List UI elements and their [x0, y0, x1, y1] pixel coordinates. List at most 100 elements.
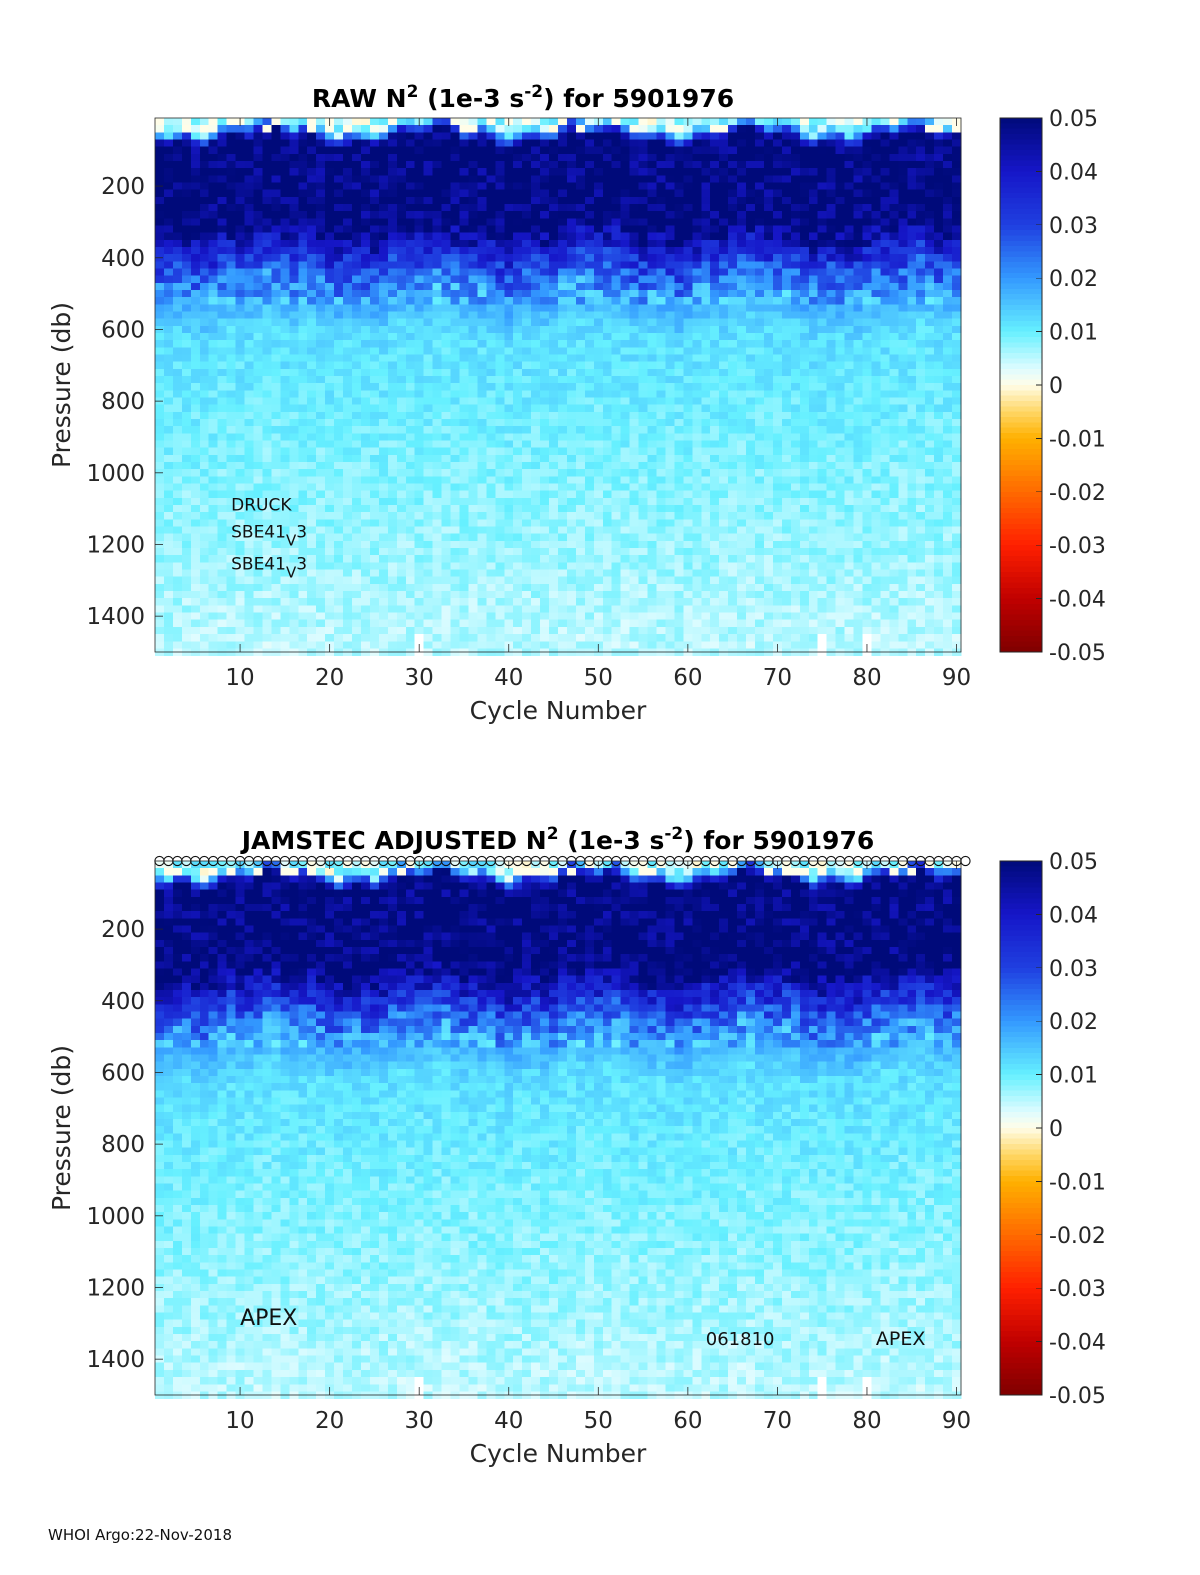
heatmap-cell: [244, 239, 255, 248]
heatmap-cell: [504, 304, 514, 313]
heatmap-cell: [719, 211, 729, 219]
heatmap-cell: [172, 218, 183, 227]
heatmap-cell: [513, 139, 523, 148]
heatmap-cell: [602, 204, 613, 212]
heatmap-cell: [746, 318, 756, 327]
heatmap-cell: [235, 612, 246, 621]
heatmap-cell: [163, 569, 174, 578]
heatmap-cell: [190, 161, 201, 169]
heatmap-cell: [387, 454, 398, 463]
heatmap-cell: [584, 146, 595, 155]
heatmap-cell: [549, 354, 559, 363]
heatmap-cell: [208, 512, 219, 520]
heatmap-cell: [181, 153, 192, 162]
heatmap-cell: [289, 340, 299, 348]
heatmap-cell: [450, 196, 461, 205]
heatmap-cell: [387, 433, 398, 442]
heatmap-cell: [217, 404, 228, 413]
heatmap-cell: [280, 591, 290, 599]
heatmap-cell: [208, 447, 219, 456]
heatmap-cell: [549, 605, 559, 614]
heatmap-cell: [262, 598, 273, 607]
heatmap-cell: [602, 605, 613, 614]
heatmap-cell: [181, 598, 192, 607]
heatmap-cell: [531, 490, 541, 499]
heatmap-cell: [459, 218, 470, 227]
heatmap-cell: [280, 454, 290, 463]
heatmap-cell: [692, 598, 702, 607]
heatmap-cell: [208, 454, 219, 463]
heatmap-cell: [387, 605, 398, 614]
heatmap-cell: [280, 397, 290, 406]
heatmap-cell: [316, 354, 326, 363]
heatmap-cell: [262, 204, 273, 212]
heatmap-cell: [271, 612, 281, 621]
heatmap-cell: [378, 347, 389, 356]
heatmap-cell: [253, 454, 264, 463]
heatmap-cell: [289, 361, 299, 370]
heatmap-cell: [289, 476, 299, 485]
heatmap-cell: [235, 476, 246, 485]
heatmap-cell: [513, 390, 523, 399]
heatmap-cell: [396, 204, 407, 212]
heatmap-cell: [360, 297, 371, 305]
heatmap-cell: [423, 548, 434, 556]
heatmap-cell: [396, 426, 407, 434]
heatmap-cell: [262, 290, 273, 298]
heatmap-cell: [298, 462, 308, 470]
heatmap-cell: [522, 641, 532, 650]
heatmap-cell: [468, 591, 478, 599]
heatmap-cell: [540, 634, 550, 642]
heatmap-cell: [360, 390, 371, 399]
heatmap-cell: [289, 189, 299, 198]
heatmap-cell: [172, 239, 183, 248]
heatmap-cell: [710, 519, 720, 528]
heatmap-cell: [602, 562, 613, 571]
heatmap-cell: [325, 533, 335, 542]
heatmap-cell: [719, 125, 729, 133]
heatmap-cell: [477, 376, 487, 384]
heatmap-cell: [155, 598, 165, 607]
heatmap-cell: [540, 526, 550, 535]
heatmap-cell: [459, 325, 470, 334]
heatmap-cell: [199, 411, 210, 420]
heatmap-cell: [674, 562, 684, 571]
heatmap-cell: [405, 282, 416, 291]
heatmap-cell: [683, 447, 693, 456]
heatmap-cell: [611, 275, 622, 284]
heatmap-cell: [298, 261, 308, 270]
heatmap-cell: [217, 153, 228, 162]
heatmap-cell: [674, 612, 684, 621]
heatmap-cell: [387, 376, 398, 384]
heatmap-cell: [602, 232, 613, 241]
heatmap-cell: [244, 304, 255, 313]
heatmap-cell: [378, 325, 389, 334]
heatmap-cell: [531, 361, 541, 370]
heatmap-cell: [441, 132, 452, 141]
heatmap-cell: [495, 483, 505, 492]
heatmap-cell: [343, 139, 353, 148]
heatmap-cell: [540, 411, 550, 420]
heatmap-cell: [486, 569, 496, 578]
heatmap-cell: [459, 139, 470, 148]
heatmap-cell: [504, 232, 514, 241]
heatmap-cell: [638, 347, 649, 356]
heatmap-cell: [325, 282, 335, 291]
heatmap-cell: [620, 641, 631, 650]
heatmap-cell: [253, 211, 264, 219]
heatmap-cell: [450, 591, 461, 599]
heatmap-cell: [163, 318, 174, 327]
heatmap-cell: [172, 619, 183, 628]
heatmap-cell: [513, 189, 523, 198]
heatmap-cell: [369, 254, 380, 262]
heatmap-cell: [316, 469, 326, 477]
heatmap-cell: [253, 419, 264, 427]
heatmap-cell: [450, 383, 461, 391]
heatmap-cell: [325, 526, 335, 535]
heatmap-cell: [638, 354, 649, 363]
heatmap-cell: [378, 512, 389, 520]
heatmap-cell: [513, 519, 523, 528]
heatmap-cell: [181, 483, 192, 492]
heatmap-cell: [566, 411, 577, 420]
heatmap-cell: [584, 247, 595, 255]
